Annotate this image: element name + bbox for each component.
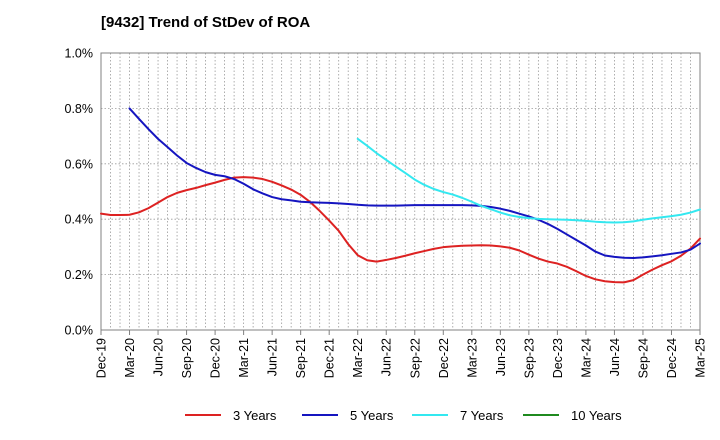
plot-frame [100,52,701,331]
line-chart: 0.0% 0.2% 0.4% 0.6% 0.8% 1.0% Dec-19 Mar-20 Jun-… [65,47,708,379]
x-tick-label: Sep-24 [636,338,650,378]
y-tick-label: 1.0% [65,47,94,61]
legend-item: 7 Years [412,405,503,425]
legend-item: 5 Years [302,405,393,425]
x-tick-label: Mar-20 [123,338,137,378]
y-tick-label: 0.4% [65,213,94,227]
legend-swatch [185,414,221,416]
x-tick-label: Sep-23 [522,338,536,378]
y-tick-label: 0.2% [65,268,94,282]
legend-item: 3 Years [185,405,276,425]
series-line-3-years [100,176,701,284]
y-tick-label: 0.0% [65,324,94,338]
y-tick-label: 0.6% [65,157,94,171]
grid [101,52,700,331]
series-line-7-years [356,137,701,224]
chart-title: [9432] Trend of StDev of ROA [101,14,311,31]
x-tick-label: Sep-22 [408,338,422,378]
x-tick-label: Jun-22 [380,338,394,376]
legend: 3 Years 5 Years 7 Years 10 Years [0,405,720,425]
x-tick-label: Jun-21 [266,338,280,376]
legend-swatch [302,414,338,416]
series-line-5-years [128,107,701,259]
x-tick-label: Jun-20 [152,338,166,376]
series-lines [100,107,701,284]
x-tick-label: Dec-19 [95,338,109,378]
legend-label: 3 Years [233,407,277,423]
x-tick-label: Dec-23 [551,338,565,378]
legend-label: 10 Years [571,407,622,423]
x-tick-label: Dec-24 [665,338,679,378]
x-tick-label: Dec-22 [437,338,451,378]
x-tick-label: Jun-24 [608,338,622,376]
legend-label: 7 Years [460,407,504,423]
x-tick-label: Mar-23 [465,338,479,378]
x-tick-label: Dec-21 [323,338,337,378]
x-tick-label: Mar-22 [351,338,365,378]
x-tick-label: Mar-21 [237,338,251,378]
x-tick-label: Sep-21 [294,338,308,378]
legend-label: 5 Years [350,407,394,423]
x-tick-label: Dec-20 [209,338,223,378]
x-tick-label: Jun-23 [494,338,508,376]
x-tick-label: Mar-24 [579,338,593,378]
legend-swatch [412,414,448,416]
legend-item: 10 Years [523,405,622,425]
axes: 0.0% 0.2% 0.4% 0.6% 0.8% 1.0% Dec-19 Mar-20 Jun-… [65,47,708,379]
x-tick-label: Mar-25 [694,338,708,378]
x-tick-label: Sep-20 [180,338,194,378]
legend-swatch [523,414,559,416]
y-tick-label: 0.8% [65,102,94,116]
